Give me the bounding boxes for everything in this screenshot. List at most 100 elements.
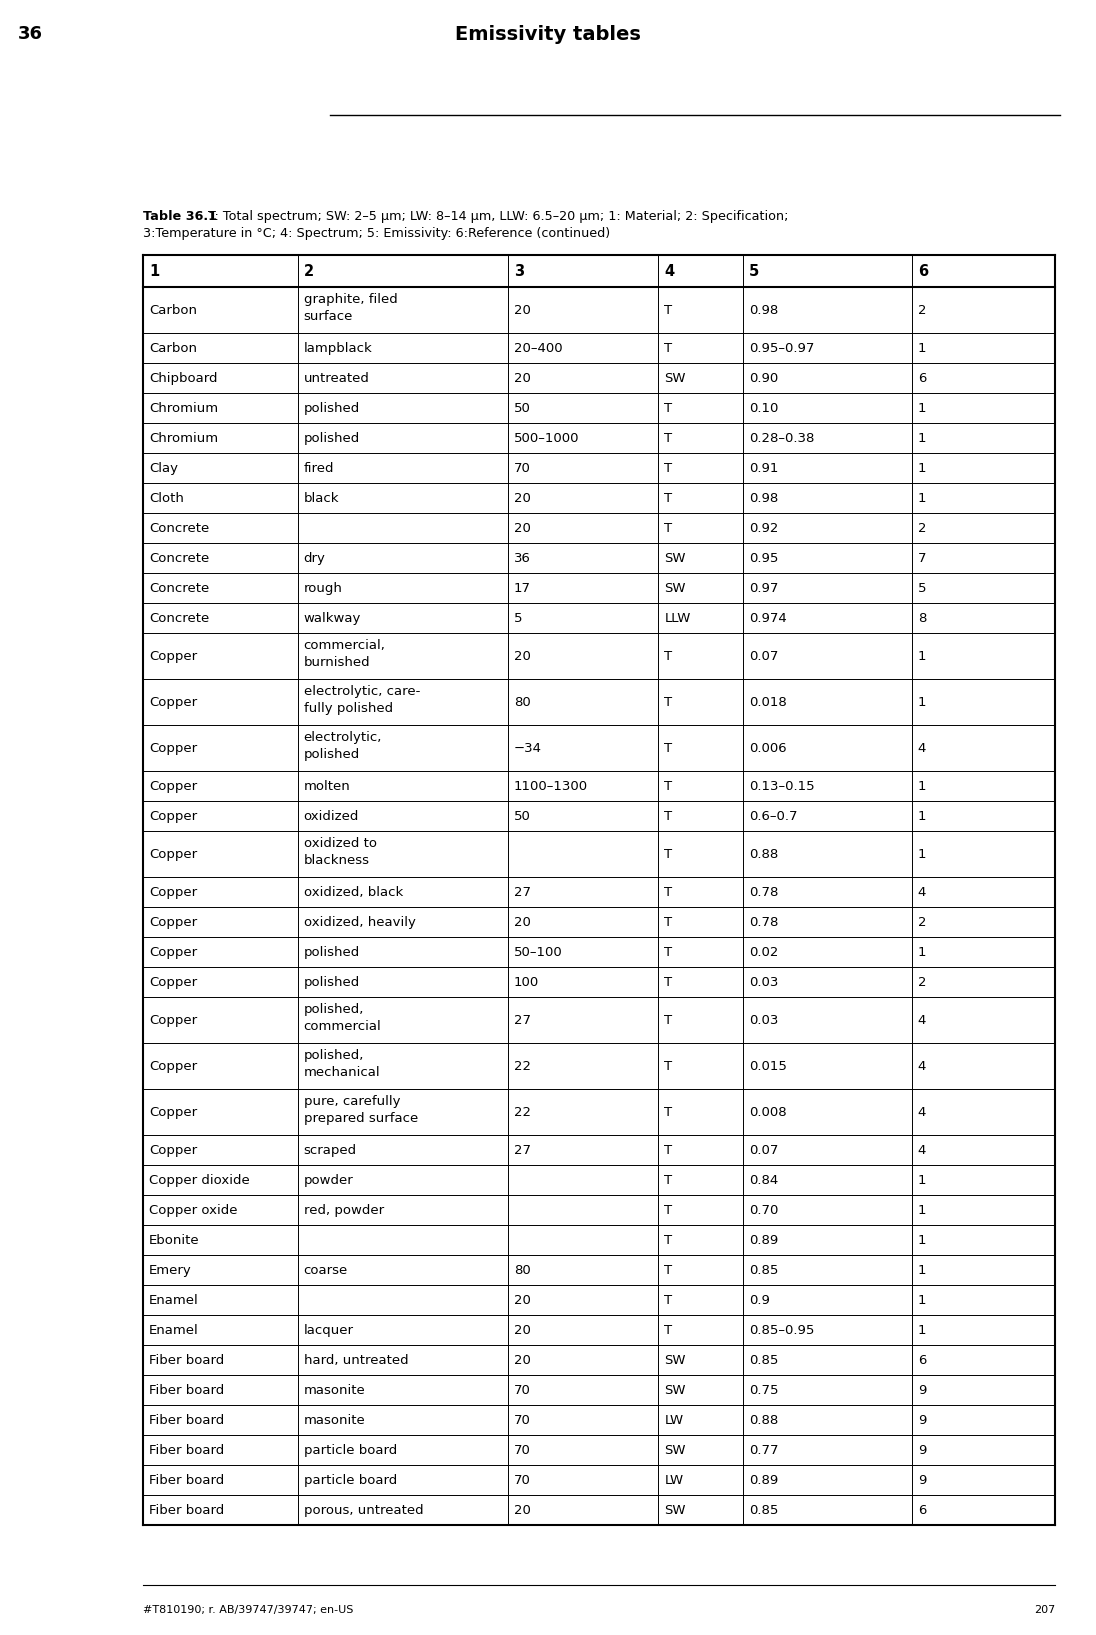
Text: T: T (664, 304, 673, 317)
Text: lampblack: lampblack (304, 342, 373, 355)
Text: T: T (664, 780, 673, 793)
Text: 22: 22 (514, 1105, 530, 1118)
Text: 0.6–0.7: 0.6–0.7 (749, 809, 798, 822)
Text: Copper: Copper (149, 1059, 197, 1073)
Text: 6: 6 (917, 1354, 926, 1367)
Text: 0.78: 0.78 (749, 886, 778, 899)
Text: 500–1000: 500–1000 (514, 432, 580, 445)
Text: Fiber board: Fiber board (149, 1444, 225, 1457)
Text: 0.018: 0.018 (749, 695, 787, 708)
Text: 0.90: 0.90 (749, 371, 778, 384)
Text: SW: SW (664, 1444, 686, 1457)
Text: 36: 36 (514, 551, 530, 564)
Text: 50: 50 (514, 402, 530, 415)
Text: electrolytic,
polished: electrolytic, polished (304, 731, 383, 760)
Text: 0.9: 0.9 (749, 1293, 770, 1306)
Text: 4: 4 (917, 742, 926, 754)
Text: polished: polished (304, 945, 359, 958)
Text: fired: fired (304, 461, 334, 474)
Text: SW: SW (664, 1504, 686, 1517)
Text: 0.88: 0.88 (749, 847, 778, 860)
Text: dry: dry (304, 551, 326, 564)
Text: T: T (664, 1059, 673, 1073)
Text: 2: 2 (917, 976, 926, 989)
Text: Copper dioxide: Copper dioxide (149, 1174, 250, 1187)
Text: 1: 1 (917, 809, 926, 822)
Text: 207: 207 (1034, 1606, 1055, 1615)
Text: 0.02: 0.02 (749, 945, 778, 958)
Text: 1: 1 (917, 1233, 926, 1246)
Text: 70: 70 (514, 1383, 530, 1396)
Text: polished,
commercial: polished, commercial (304, 1002, 381, 1032)
Text: SW: SW (664, 551, 686, 564)
Text: 22: 22 (514, 1059, 530, 1073)
Text: Copper: Copper (149, 780, 197, 793)
Text: 70: 70 (514, 461, 530, 474)
Text: #T810190; r. AB/39747/39747; en-US: #T810190; r. AB/39747/39747; en-US (142, 1606, 353, 1615)
Text: 0.98: 0.98 (749, 492, 778, 505)
Text: 0.91: 0.91 (749, 461, 778, 474)
Text: Emery: Emery (149, 1264, 192, 1277)
Text: 0.84: 0.84 (749, 1174, 778, 1187)
Text: 1: 1 (917, 780, 926, 793)
Text: Copper: Copper (149, 695, 197, 708)
Text: 20: 20 (514, 492, 530, 505)
Text: 0.89: 0.89 (749, 1473, 778, 1486)
Text: 4: 4 (917, 1143, 926, 1156)
Text: Ebonite: Ebonite (149, 1233, 199, 1246)
Text: 1: 1 (917, 1174, 926, 1187)
Text: 2: 2 (917, 916, 926, 929)
Text: LW: LW (664, 1473, 684, 1486)
Text: 27: 27 (514, 1014, 530, 1027)
Text: 0.85–0.95: 0.85–0.95 (749, 1323, 814, 1336)
Text: oxidized: oxidized (304, 809, 359, 822)
Text: Carbon: Carbon (149, 304, 197, 317)
Text: 9: 9 (917, 1414, 926, 1426)
Text: 17: 17 (514, 582, 530, 595)
Text: T: T (664, 976, 673, 989)
Text: 0.89: 0.89 (749, 1233, 778, 1246)
Text: walkway: walkway (304, 611, 361, 625)
Text: porous, untreated: porous, untreated (304, 1504, 423, 1517)
Text: 4: 4 (917, 1105, 926, 1118)
Text: 0.85: 0.85 (749, 1264, 778, 1277)
Text: 20: 20 (514, 304, 530, 317)
Text: 0.75: 0.75 (749, 1383, 778, 1396)
Text: 5: 5 (749, 263, 760, 278)
Text: SW: SW (664, 582, 686, 595)
Text: 0.07: 0.07 (749, 649, 778, 662)
Text: Clay: Clay (149, 461, 178, 474)
Text: 1: 1 (917, 1203, 926, 1216)
Text: 4: 4 (917, 886, 926, 899)
Text: −34: −34 (514, 742, 541, 754)
Text: T: T (664, 1014, 673, 1027)
Text: Concrete: Concrete (149, 522, 209, 535)
Text: 20: 20 (514, 1323, 530, 1336)
Text: commercial,
burnished: commercial, burnished (304, 639, 386, 669)
Text: 0.07: 0.07 (749, 1143, 778, 1156)
Text: polished: polished (304, 402, 359, 415)
Text: 20: 20 (514, 1504, 530, 1517)
Text: 0.78: 0.78 (749, 916, 778, 929)
Text: particle board: particle board (304, 1444, 397, 1457)
Text: 1: 1 (917, 649, 926, 662)
Text: 7: 7 (917, 551, 926, 564)
Text: 20: 20 (514, 649, 530, 662)
Text: 4: 4 (664, 263, 674, 278)
Text: 2: 2 (917, 304, 926, 317)
Text: Copper: Copper (149, 742, 197, 754)
Text: Copper: Copper (149, 976, 197, 989)
Text: 2: 2 (304, 263, 313, 278)
Text: Chipboard: Chipboard (149, 371, 217, 384)
Text: particle board: particle board (304, 1473, 397, 1486)
Text: red, powder: red, powder (304, 1203, 384, 1216)
Text: T: T (664, 342, 673, 355)
Text: Enamel: Enamel (149, 1323, 198, 1336)
Text: 9: 9 (917, 1444, 926, 1457)
Text: Fiber board: Fiber board (149, 1473, 225, 1486)
Text: T: T (664, 809, 673, 822)
Text: 0.03: 0.03 (749, 976, 778, 989)
Text: 0.85: 0.85 (749, 1504, 778, 1517)
Text: 20: 20 (514, 371, 530, 384)
Text: 0.95: 0.95 (749, 551, 778, 564)
